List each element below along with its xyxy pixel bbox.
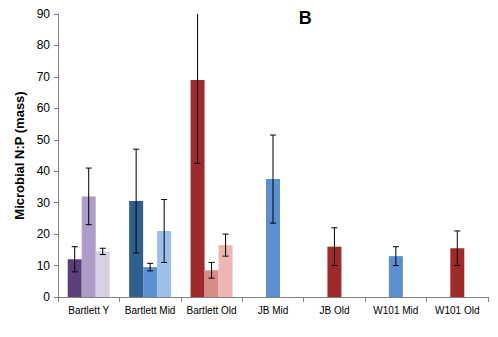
svg-text:60: 60 <box>37 101 51 115</box>
svg-text:50: 50 <box>37 133 51 147</box>
svg-text:Bartlett Old: Bartlett Old <box>187 305 237 316</box>
svg-text:30: 30 <box>37 196 51 210</box>
svg-text:0: 0 <box>43 290 50 304</box>
svg-text:20: 20 <box>37 227 51 241</box>
svg-text:70: 70 <box>37 70 51 84</box>
svg-text:Microbial N:P (mass): Microbial N:P (mass) <box>12 91 27 219</box>
svg-text:W101 Old: W101 Old <box>435 305 479 316</box>
svg-text:Bartlett Mid: Bartlett Mid <box>125 305 176 316</box>
svg-text:JB Mid: JB Mid <box>258 305 289 316</box>
svg-text:W101 Mid: W101 Mid <box>373 305 418 316</box>
svg-text:40: 40 <box>37 164 51 178</box>
svg-text:80: 80 <box>37 38 51 52</box>
svg-text:JB Old: JB Old <box>319 305 349 316</box>
svg-text:90: 90 <box>37 7 51 21</box>
svg-text:10: 10 <box>37 259 51 273</box>
svg-text:Bartlett Y: Bartlett Y <box>68 305 109 316</box>
svg-text:B: B <box>299 8 312 28</box>
